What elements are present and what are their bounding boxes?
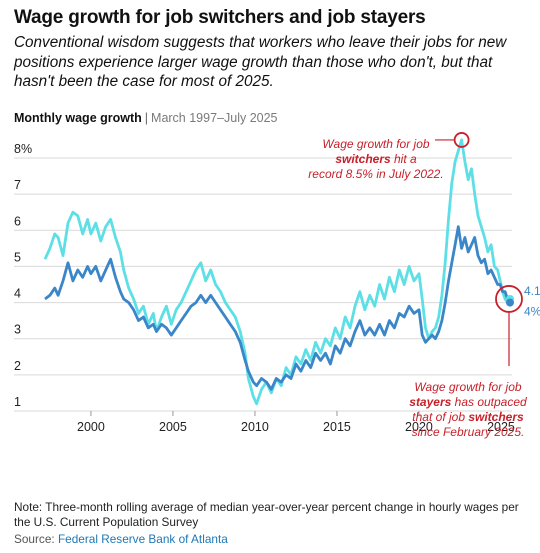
source-label: Source: bbox=[14, 532, 55, 546]
metric-separator: | bbox=[144, 111, 149, 125]
y-tick-label: 6 bbox=[14, 214, 21, 228]
metric-date-range: March 1997–July 2025 bbox=[151, 111, 278, 125]
metric-label: Monthly wage growth bbox=[14, 111, 142, 125]
series-line-switchers bbox=[43, 138, 512, 406]
y-tick-label: 3 bbox=[14, 323, 21, 337]
switchers-record-annotation: Wage growth for job switchers hit a record… bbox=[308, 137, 443, 181]
series-line-stayers bbox=[44, 225, 512, 391]
x-axis-tick-labels: 2000 2005 2010 2015 2020 2025 bbox=[77, 411, 515, 434]
chart-title: Wage growth for job switchers and job st… bbox=[14, 7, 426, 28]
stayers-end-label: 4% bbox=[524, 305, 540, 319]
y-tick-label: 2 bbox=[14, 359, 21, 373]
y-tick-label: 1 bbox=[14, 395, 21, 409]
chart-source: Source: Federal Reserve Bank of Atlanta bbox=[14, 532, 228, 546]
x-tick-label: 2020 bbox=[405, 420, 433, 434]
stayers-end-dot bbox=[506, 298, 514, 307]
stayers-outpaced-annotation: Wage growth for job stayers has outpaced t… bbox=[409, 380, 527, 439]
y-tick-label: 4 bbox=[14, 287, 21, 301]
chart-footnote: Note: Three-month rolling average of med… bbox=[14, 500, 519, 529]
y-tick-label: 8% bbox=[14, 142, 32, 156]
x-tick-label: 2025 bbox=[487, 420, 515, 434]
y-tick-label: 7 bbox=[14, 178, 21, 192]
metric-header: Monthly wage growth | March 1997–July 2025 bbox=[14, 111, 278, 125]
switchers-end-label: 4.1% bbox=[524, 284, 540, 298]
chart-series-lines bbox=[43, 138, 512, 406]
x-tick-label: 2005 bbox=[159, 420, 187, 434]
x-tick-label: 2015 bbox=[323, 420, 351, 434]
x-tick-label: 2000 bbox=[77, 420, 105, 434]
chart-subtitle: Conventional wisdom suggests that worker… bbox=[14, 34, 507, 90]
x-tick-label: 2010 bbox=[241, 420, 269, 434]
y-tick-label: 5 bbox=[14, 250, 21, 264]
y-axis-tick-labels: 1 2 3 4 5 6 7 8% bbox=[14, 142, 32, 409]
chart-gridlines bbox=[14, 157, 512, 412]
source-link[interactable]: Federal Reserve Bank of Atlanta bbox=[57, 532, 228, 546]
